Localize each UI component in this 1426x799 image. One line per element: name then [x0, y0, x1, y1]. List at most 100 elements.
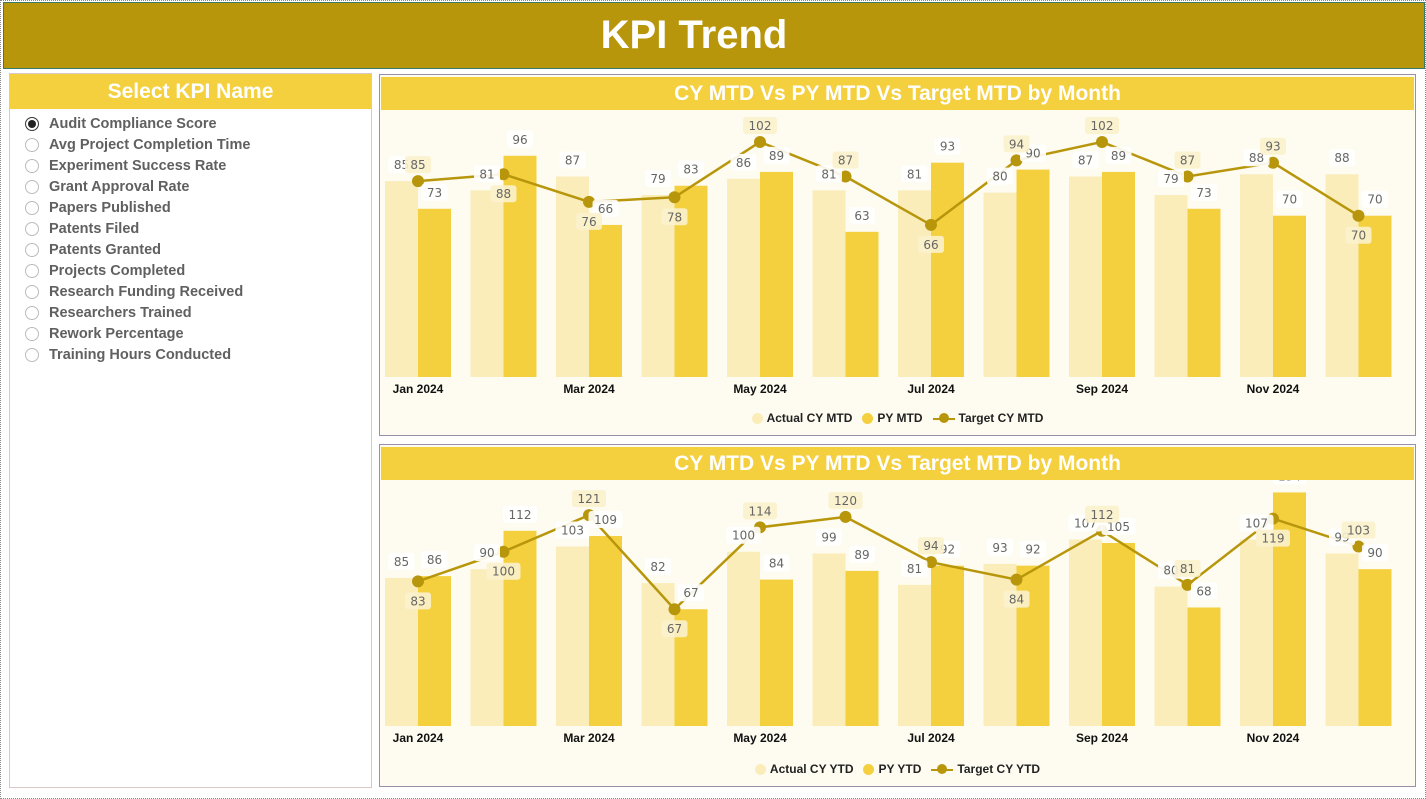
- radio-icon[interactable]: [25, 158, 39, 173]
- bar-actual[interactable]: [1325, 553, 1359, 726]
- svg-text:81: 81: [907, 562, 922, 576]
- bar-actual[interactable]: [385, 181, 418, 377]
- target-point[interactable]: [925, 556, 937, 569]
- target-point[interactable]: [412, 175, 424, 188]
- bar-actual[interactable]: [727, 178, 760, 377]
- kpi-option[interactable]: Audit Compliance Score: [10, 113, 371, 134]
- bar-py[interactable]: [589, 224, 622, 377]
- bar-actual[interactable]: [470, 190, 504, 377]
- bar-py[interactable]: [931, 162, 964, 377]
- bar-py[interactable]: [1016, 169, 1050, 377]
- x-tick-label: Nov 2024: [1247, 731, 1300, 745]
- bar-actual[interactable]: [470, 569, 504, 726]
- target-point[interactable]: [925, 218, 937, 231]
- bar-actual[interactable]: [641, 194, 675, 377]
- svg-text:114: 114: [749, 504, 772, 518]
- bar-actual[interactable]: [556, 546, 589, 726]
- legend-target[interactable]: Target CY MTD: [932, 411, 1043, 425]
- bar-actual[interactable]: [1240, 174, 1273, 377]
- kpi-option-label: Audit Compliance Score: [49, 115, 217, 132]
- radio-icon[interactable]: [25, 347, 39, 362]
- target-point[interactable]: [1352, 540, 1365, 553]
- bar-actual[interactable]: [983, 192, 1017, 377]
- radio-icon[interactable]: [25, 221, 39, 236]
- bar-actual[interactable]: [812, 553, 846, 726]
- bar-py[interactable]: [1102, 543, 1135, 726]
- target-point[interactable]: [1181, 170, 1194, 183]
- bar-actual[interactable]: [727, 551, 760, 726]
- bar-py[interactable]: [1016, 565, 1050, 726]
- target-point[interactable]: [583, 195, 595, 208]
- bar-actual[interactable]: [983, 563, 1017, 726]
- legend-py[interactable]: PY YTD: [863, 762, 921, 776]
- target-point[interactable]: [497, 545, 510, 558]
- kpi-option[interactable]: Patents Granted: [10, 239, 371, 260]
- label-target: 66: [918, 235, 944, 253]
- kpi-option[interactable]: Projects Completed: [10, 260, 371, 281]
- radio-icon[interactable]: [25, 116, 39, 131]
- bar-actual[interactable]: [1325, 174, 1359, 377]
- target-point[interactable]: [1352, 209, 1365, 222]
- target-point[interactable]: [497, 168, 510, 181]
- radio-icon[interactable]: [25, 326, 39, 341]
- kpi-option[interactable]: Rework Percentage: [10, 323, 371, 344]
- target-point[interactable]: [1181, 578, 1194, 591]
- bar-py[interactable]: [589, 536, 622, 726]
- radio-icon[interactable]: [25, 137, 39, 152]
- bar-py[interactable]: [1187, 208, 1221, 377]
- bar-py[interactable]: [760, 171, 793, 377]
- bar-actual[interactable]: [1069, 539, 1102, 726]
- target-point[interactable]: [754, 135, 766, 148]
- bar-py[interactable]: [1273, 215, 1306, 377]
- bar-py[interactable]: [845, 570, 879, 726]
- bar-py[interactable]: [760, 579, 793, 726]
- kpi-option[interactable]: Research Funding Received: [10, 281, 371, 302]
- target-line: [417, 513, 1359, 612]
- kpi-option-label: Training Hours Conducted: [49, 346, 232, 363]
- radio-icon[interactable]: [25, 242, 39, 257]
- kpi-option[interactable]: Papers Published: [10, 197, 371, 218]
- target-point[interactable]: [668, 603, 681, 616]
- legend-target[interactable]: Target CY YTD: [931, 762, 1040, 776]
- bar-actual[interactable]: [898, 190, 931, 377]
- bar-actual[interactable]: [898, 584, 931, 726]
- kpi-option[interactable]: Patents Filed: [10, 218, 371, 239]
- legend-actual[interactable]: Actual CY YTD: [754, 762, 853, 776]
- bar-py[interactable]: [1102, 171, 1135, 377]
- target-point[interactable]: [839, 170, 852, 183]
- bar-py[interactable]: [1187, 607, 1221, 726]
- kpi-option[interactable]: Training Hours Conducted: [10, 344, 371, 365]
- target-point[interactable]: [668, 191, 681, 204]
- bar-py[interactable]: [503, 530, 537, 726]
- target-point[interactable]: [1010, 573, 1023, 586]
- target-point[interactable]: [1010, 154, 1023, 167]
- bar-actual[interactable]: [1154, 194, 1188, 377]
- radio-icon[interactable]: [25, 200, 39, 215]
- target-point[interactable]: [839, 510, 852, 523]
- legend-py[interactable]: PY MTD: [862, 411, 923, 425]
- kpi-option[interactable]: Experiment Success Rate: [10, 155, 371, 176]
- svg-text:82: 82: [650, 560, 665, 574]
- bar-actual[interactable]: [1154, 586, 1188, 726]
- bar-py[interactable]: [1358, 569, 1392, 726]
- bar-actual[interactable]: [556, 176, 589, 377]
- bar-py[interactable]: [418, 208, 451, 377]
- target-point[interactable]: [1096, 135, 1108, 148]
- bar-py[interactable]: [845, 231, 879, 377]
- bar-actual[interactable]: [812, 190, 846, 377]
- kpi-option[interactable]: Researchers Trained: [10, 302, 371, 323]
- bar-actual[interactable]: [1069, 176, 1102, 377]
- label-target: 94: [1003, 135, 1030, 153]
- target-point[interactable]: [1267, 156, 1279, 169]
- radio-icon[interactable]: [25, 179, 39, 194]
- kpi-option[interactable]: Avg Project Completion Time: [10, 134, 371, 155]
- legend-actual[interactable]: Actual CY MTD: [751, 411, 852, 425]
- radio-icon[interactable]: [25, 263, 39, 278]
- target-point[interactable]: [412, 575, 424, 588]
- radio-icon[interactable]: [25, 284, 39, 299]
- bar-py[interactable]: [931, 565, 964, 726]
- kpi-option[interactable]: Grant Approval Rate: [10, 176, 371, 197]
- bar-actual[interactable]: [1240, 539, 1273, 726]
- label-actual: 103: [555, 521, 590, 539]
- radio-icon[interactable]: [25, 305, 39, 320]
